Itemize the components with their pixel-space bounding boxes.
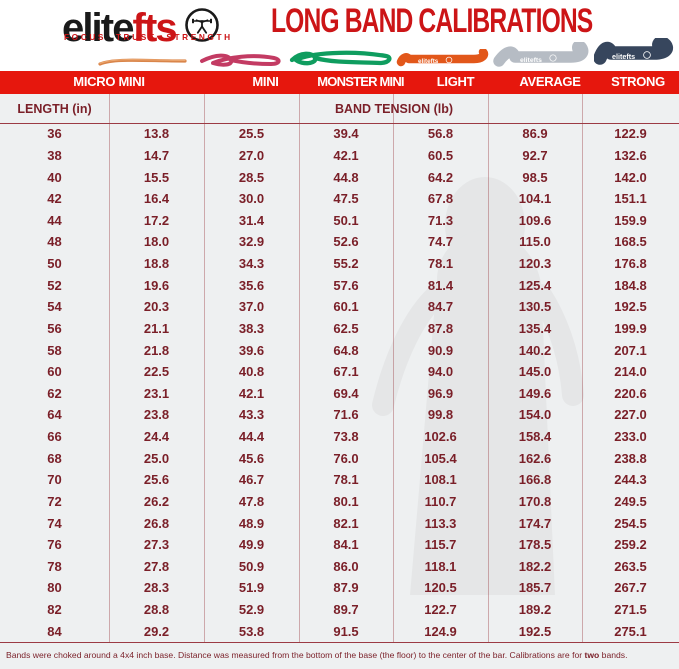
svg-text:elitefts: elitefts [612, 52, 635, 61]
svg-text:elitefts: elitefts [418, 58, 439, 65]
svg-text:elitefts: elitefts [520, 57, 542, 64]
